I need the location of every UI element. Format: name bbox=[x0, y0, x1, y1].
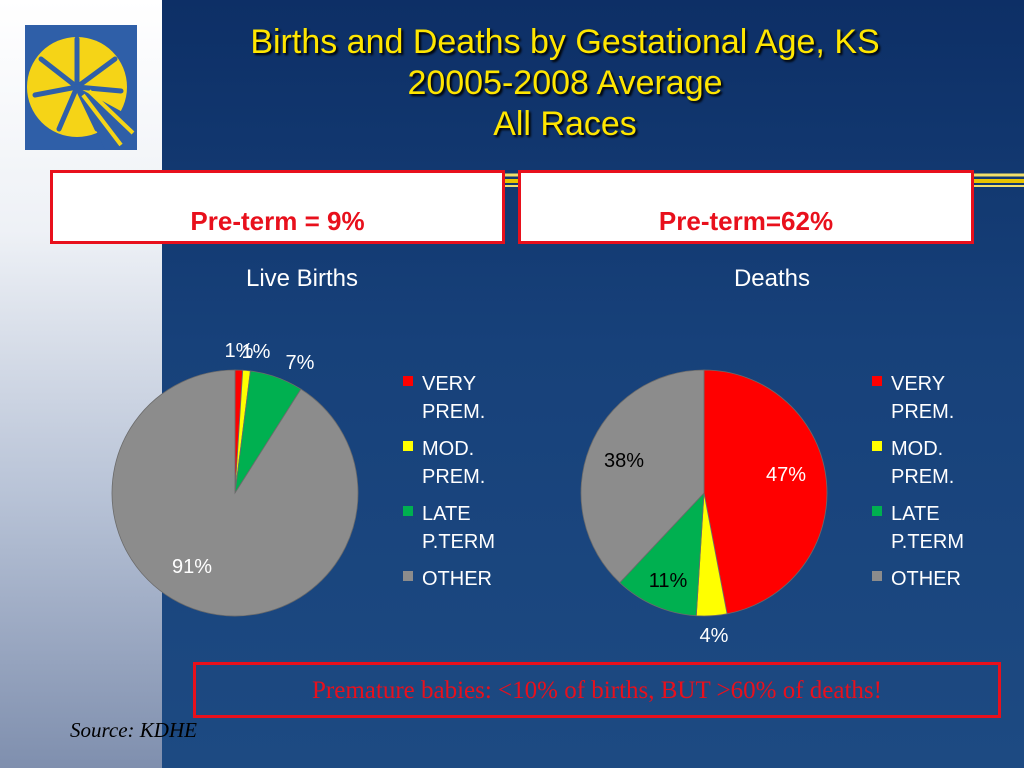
pie-slice-other bbox=[111, 369, 359, 617]
title-line-2: 20005-2008 Average bbox=[407, 64, 723, 102]
data-label-very-prem: 47% bbox=[766, 464, 806, 486]
data-label-other: 91% bbox=[172, 556, 212, 578]
source-label: Source: KDHE bbox=[70, 718, 197, 742]
live-births-chart: Live Births 1%1% 7% 91% VERY PREM. MOD. PREM. LA… bbox=[111, 265, 495, 617]
title-line-3: All Races bbox=[493, 105, 637, 143]
data-label-mod-prem: 4% bbox=[700, 625, 729, 647]
legend-swatch-late-p-term bbox=[872, 506, 882, 516]
conclusion-text: Premature babies: <10% of births, BUT >6… bbox=[312, 677, 882, 704]
legend-swatch-very-prem bbox=[872, 376, 882, 386]
legend-label-late-p-term: LATE P.TERM bbox=[422, 503, 495, 553]
data-label-other: 38% bbox=[604, 450, 644, 472]
slide-title: Births and Deaths by Gestational Age, KS… bbox=[120, 22, 1010, 145]
deaths-chart: Deaths 47% 4% 11% 38% VERY PREM. MOD. PREM. LATE P… bbox=[580, 265, 964, 647]
legend-label-mod-prem: MOD. PREM. bbox=[891, 438, 954, 488]
pie-slice-late-p-term bbox=[619, 491, 705, 617]
legend-swatch-other bbox=[403, 571, 413, 581]
legend-swatch-very-prem bbox=[403, 376, 413, 386]
legend-label-late-p-term: LATE P.TERM bbox=[891, 503, 964, 553]
preterm-deaths-box: Pre-term=62% bbox=[518, 170, 974, 244]
conclusion-box: Premature babies: <10% of births, BUT >6… bbox=[193, 662, 1001, 718]
legend-swatch-mod-prem bbox=[403, 441, 413, 451]
preterm-births-box: Pre-term = 9% bbox=[50, 170, 505, 244]
chart-title: Deaths bbox=[734, 265, 810, 292]
sun-logo-icon bbox=[25, 25, 137, 150]
data-label-very-prem: 1% bbox=[225, 340, 254, 362]
preterm-deaths-label: Pre-term=62% bbox=[658, 206, 834, 236]
data-label-late-p-term: 7% bbox=[286, 352, 315, 374]
preterm-births-label: Pre-term = 9% bbox=[190, 206, 365, 236]
data-label-mod-prem: 1% bbox=[242, 341, 271, 363]
legend-label-mod-prem: MOD. PREM. bbox=[422, 438, 485, 488]
legend-label-very-prem: VERY PREM. bbox=[422, 373, 485, 423]
pie-slice-very-prem bbox=[703, 369, 828, 615]
legend-swatch-late-p-term bbox=[403, 506, 413, 516]
legend-label-very-prem: VERY PREM. bbox=[891, 373, 954, 423]
data-label-late-p-term: 11% bbox=[649, 570, 688, 592]
title-line-1: Births and Deaths by Gestational Age, KS bbox=[250, 23, 880, 61]
legend-label-other: OTHER bbox=[422, 568, 492, 590]
legend-swatch-mod-prem bbox=[872, 441, 882, 451]
chart-title: Live Births bbox=[246, 265, 358, 292]
legend-label-other: OTHER bbox=[891, 568, 961, 590]
legend-swatch-other bbox=[872, 571, 882, 581]
pie-slice-other bbox=[580, 369, 705, 584]
